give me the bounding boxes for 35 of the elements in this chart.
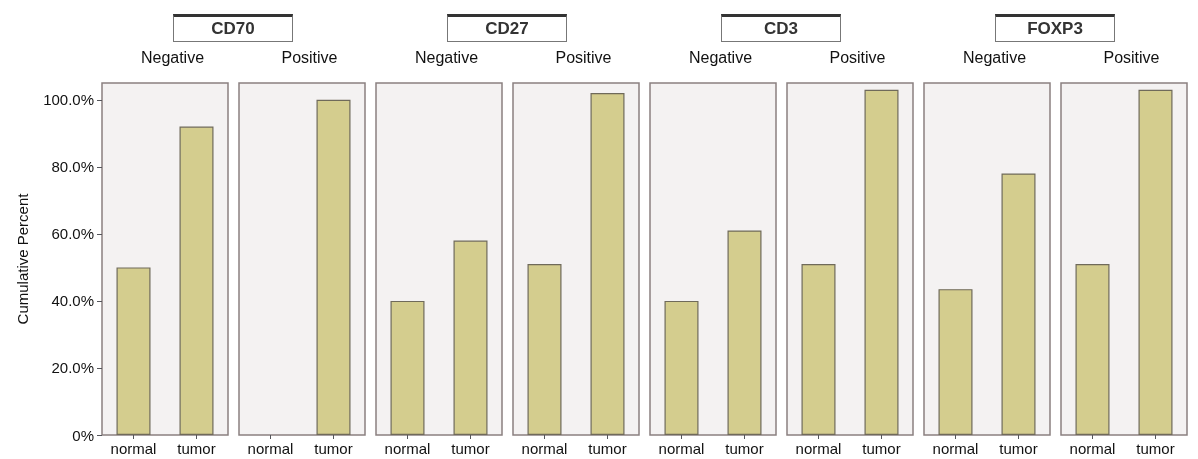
x-tick-label: tumor (588, 440, 627, 457)
chart-subtitle: Positive (1103, 48, 1160, 66)
chart-subtitle: Positive (829, 48, 886, 66)
y-tick-label: 0% (72, 426, 94, 444)
chart-title: CD27 (447, 14, 567, 42)
x-tick-label: tumor (725, 440, 764, 457)
chart-subtitle: Negative (688, 48, 753, 66)
x-tick-label: tumor (451, 440, 490, 457)
chart-subtitle: Negative (414, 48, 479, 66)
x-tick-label: tumor (999, 440, 1038, 457)
chart-title: CD3 (721, 14, 841, 42)
y-tick-label: 40.0% (51, 292, 94, 310)
y-axis-title: Cumulative Percent (14, 192, 31, 325)
y-tick-label: 100.0% (43, 91, 94, 109)
y-tick-label: 20.0% (51, 359, 94, 377)
chart-subtitle: Positive (555, 48, 612, 66)
x-tick-label: tumor (1136, 440, 1175, 457)
x-tick-label: normal (521, 440, 568, 457)
x-tick-label: normal (247, 440, 294, 457)
x-tick-label: normal (932, 440, 979, 457)
x-tick-label: tumor (314, 440, 353, 457)
x-tick-label: normal (795, 440, 842, 457)
chart-subtitle: Negative (962, 48, 1027, 66)
x-tick-label: tumor (862, 440, 901, 457)
x-tick-label: normal (384, 440, 431, 457)
chart-subtitle: Negative (140, 48, 205, 66)
y-tick-label: 80.0% (51, 158, 94, 176)
x-tick-label: tumor (177, 440, 216, 457)
chart-title: CD70 (173, 14, 293, 42)
x-tick-label: normal (658, 440, 705, 457)
y-tick-label: 60.0% (51, 225, 94, 243)
x-tick-label: normal (1069, 440, 1116, 457)
chart-subtitle: Positive (281, 48, 338, 66)
chart-title: FOXP3 (995, 14, 1115, 42)
x-tick-label: normal (110, 440, 157, 457)
